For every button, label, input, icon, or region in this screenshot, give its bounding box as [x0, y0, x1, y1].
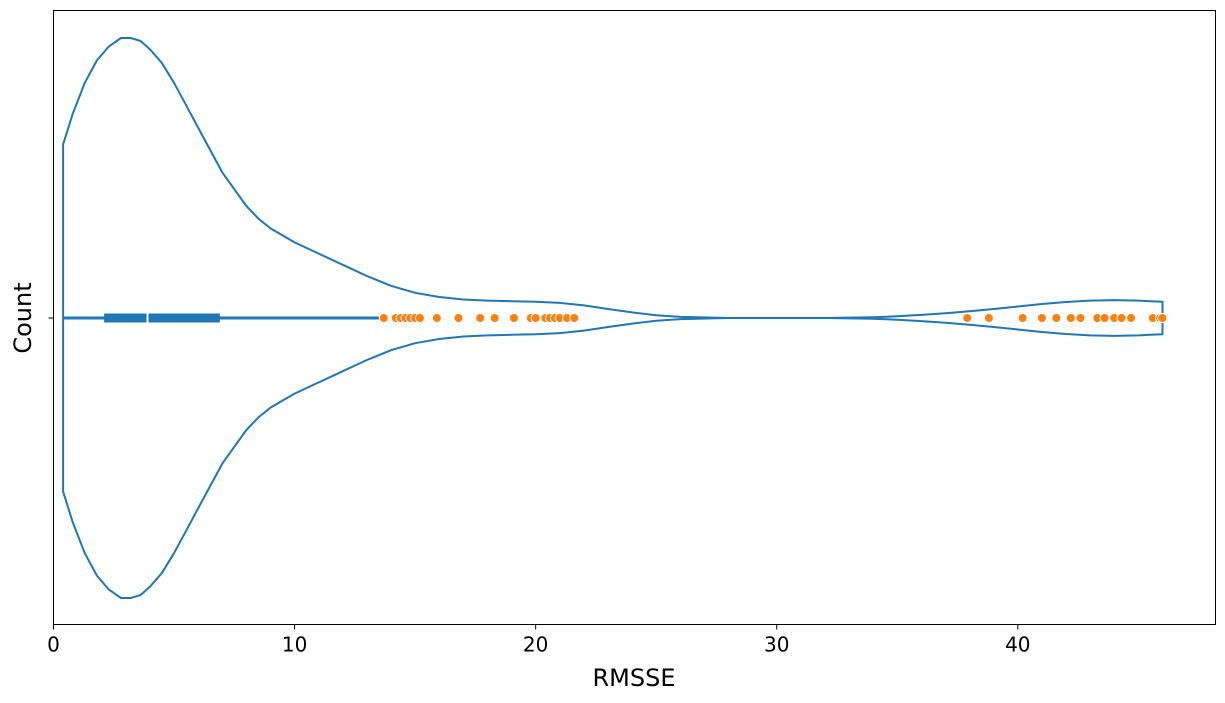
- x-tick-label: 0: [47, 633, 60, 657]
- outlier-point: [1036, 313, 1047, 323]
- outlier-point: [530, 313, 541, 323]
- outlier-point: [1051, 313, 1062, 323]
- outlier-point: [414, 313, 425, 323]
- outlier-point: [1099, 313, 1110, 323]
- x-tick-label: 40: [1005, 633, 1030, 657]
- outlier-point: [431, 313, 442, 323]
- x-axis-title: RMSSE: [592, 664, 675, 692]
- outlier-point: [1075, 313, 1086, 323]
- x-axis-ticks: 0 10 20 30 40: [47, 624, 1031, 657]
- y-axis-title: Count: [9, 282, 37, 353]
- outlier-point: [453, 313, 464, 323]
- outlier-point: [962, 313, 973, 323]
- outlier-point: [1157, 313, 1168, 323]
- violin-body: [62, 37, 1164, 599]
- outlier-point: [1126, 313, 1137, 323]
- outlier-point: [489, 313, 500, 323]
- outlier-point: [1116, 313, 1127, 323]
- box-layer: [63, 313, 379, 323]
- outlier-point: [569, 313, 580, 323]
- outlier-point: [1065, 313, 1076, 323]
- x-tick-label: 30: [764, 633, 789, 657]
- outlier-point: [1017, 313, 1028, 323]
- outlier-point: [378, 313, 389, 323]
- outlier-layer: [378, 313, 1168, 323]
- violin-layer: [62, 37, 1164, 599]
- x-tick-label: 10: [282, 633, 307, 657]
- interquartile-box: [104, 313, 220, 323]
- outlier-point: [508, 313, 519, 323]
- x-tick-label: 20: [523, 633, 548, 657]
- outlier-point: [475, 313, 486, 323]
- outlier-point: [983, 313, 994, 323]
